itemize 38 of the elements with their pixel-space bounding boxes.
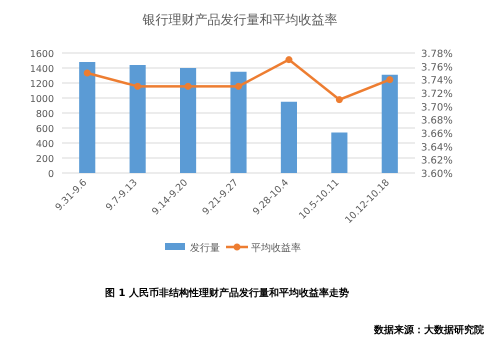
y2-tick-label: 3.78% [421, 49, 453, 60]
y-tick-label: 200 [36, 154, 54, 165]
y-tick-label: 1200 [30, 79, 54, 90]
bar [331, 132, 348, 173]
y2-tick-label: 3.64% [421, 142, 453, 154]
point [84, 70, 91, 76]
y-tick-label: 0 [48, 169, 54, 180]
y2-tick-label: 3.70% [421, 102, 453, 114]
y2-tick-label: 3.76% [421, 62, 453, 74]
point [285, 56, 292, 64]
y-tick-label: 1400 [30, 64, 54, 75]
bar [382, 74, 398, 173]
bar [130, 65, 146, 173]
point [386, 76, 394, 84]
y-tick-label: 1000 [30, 94, 54, 105]
y2-tick-label: 3.68% [421, 116, 453, 127]
y-tick-label: 600 [36, 124, 54, 135]
point [184, 82, 192, 90]
y-tick-label: 800 [36, 109, 54, 120]
y2-tick-label: 3.60% [421, 169, 453, 180]
y2-tick-label: 3.62% [421, 156, 453, 167]
y2-tick-label: 3.74% [421, 76, 453, 87]
legend-label: 平均收益率 [251, 242, 301, 254]
bar [230, 72, 247, 173]
chart-title: 银行理财产品发行量和平均收益率 [142, 12, 338, 28]
point [336, 96, 343, 104]
y-tick-label: 1600 [30, 49, 54, 60]
point [134, 82, 142, 90]
bar [180, 68, 196, 173]
y2-tick-label: 3.66% [421, 129, 453, 140]
point [235, 82, 242, 90]
y-tick-label: 400 [36, 139, 54, 150]
source-note: 数据来源：大数据研究院 [373, 324, 484, 336]
legend-label: 发行量 [190, 243, 220, 254]
bar [280, 102, 297, 173]
bar [79, 62, 96, 173]
y2-tick-label: 3.72% [421, 89, 453, 100]
caption: 图 1 人民币非结构性理财产品发行量和平均收益率走势 [105, 287, 349, 299]
